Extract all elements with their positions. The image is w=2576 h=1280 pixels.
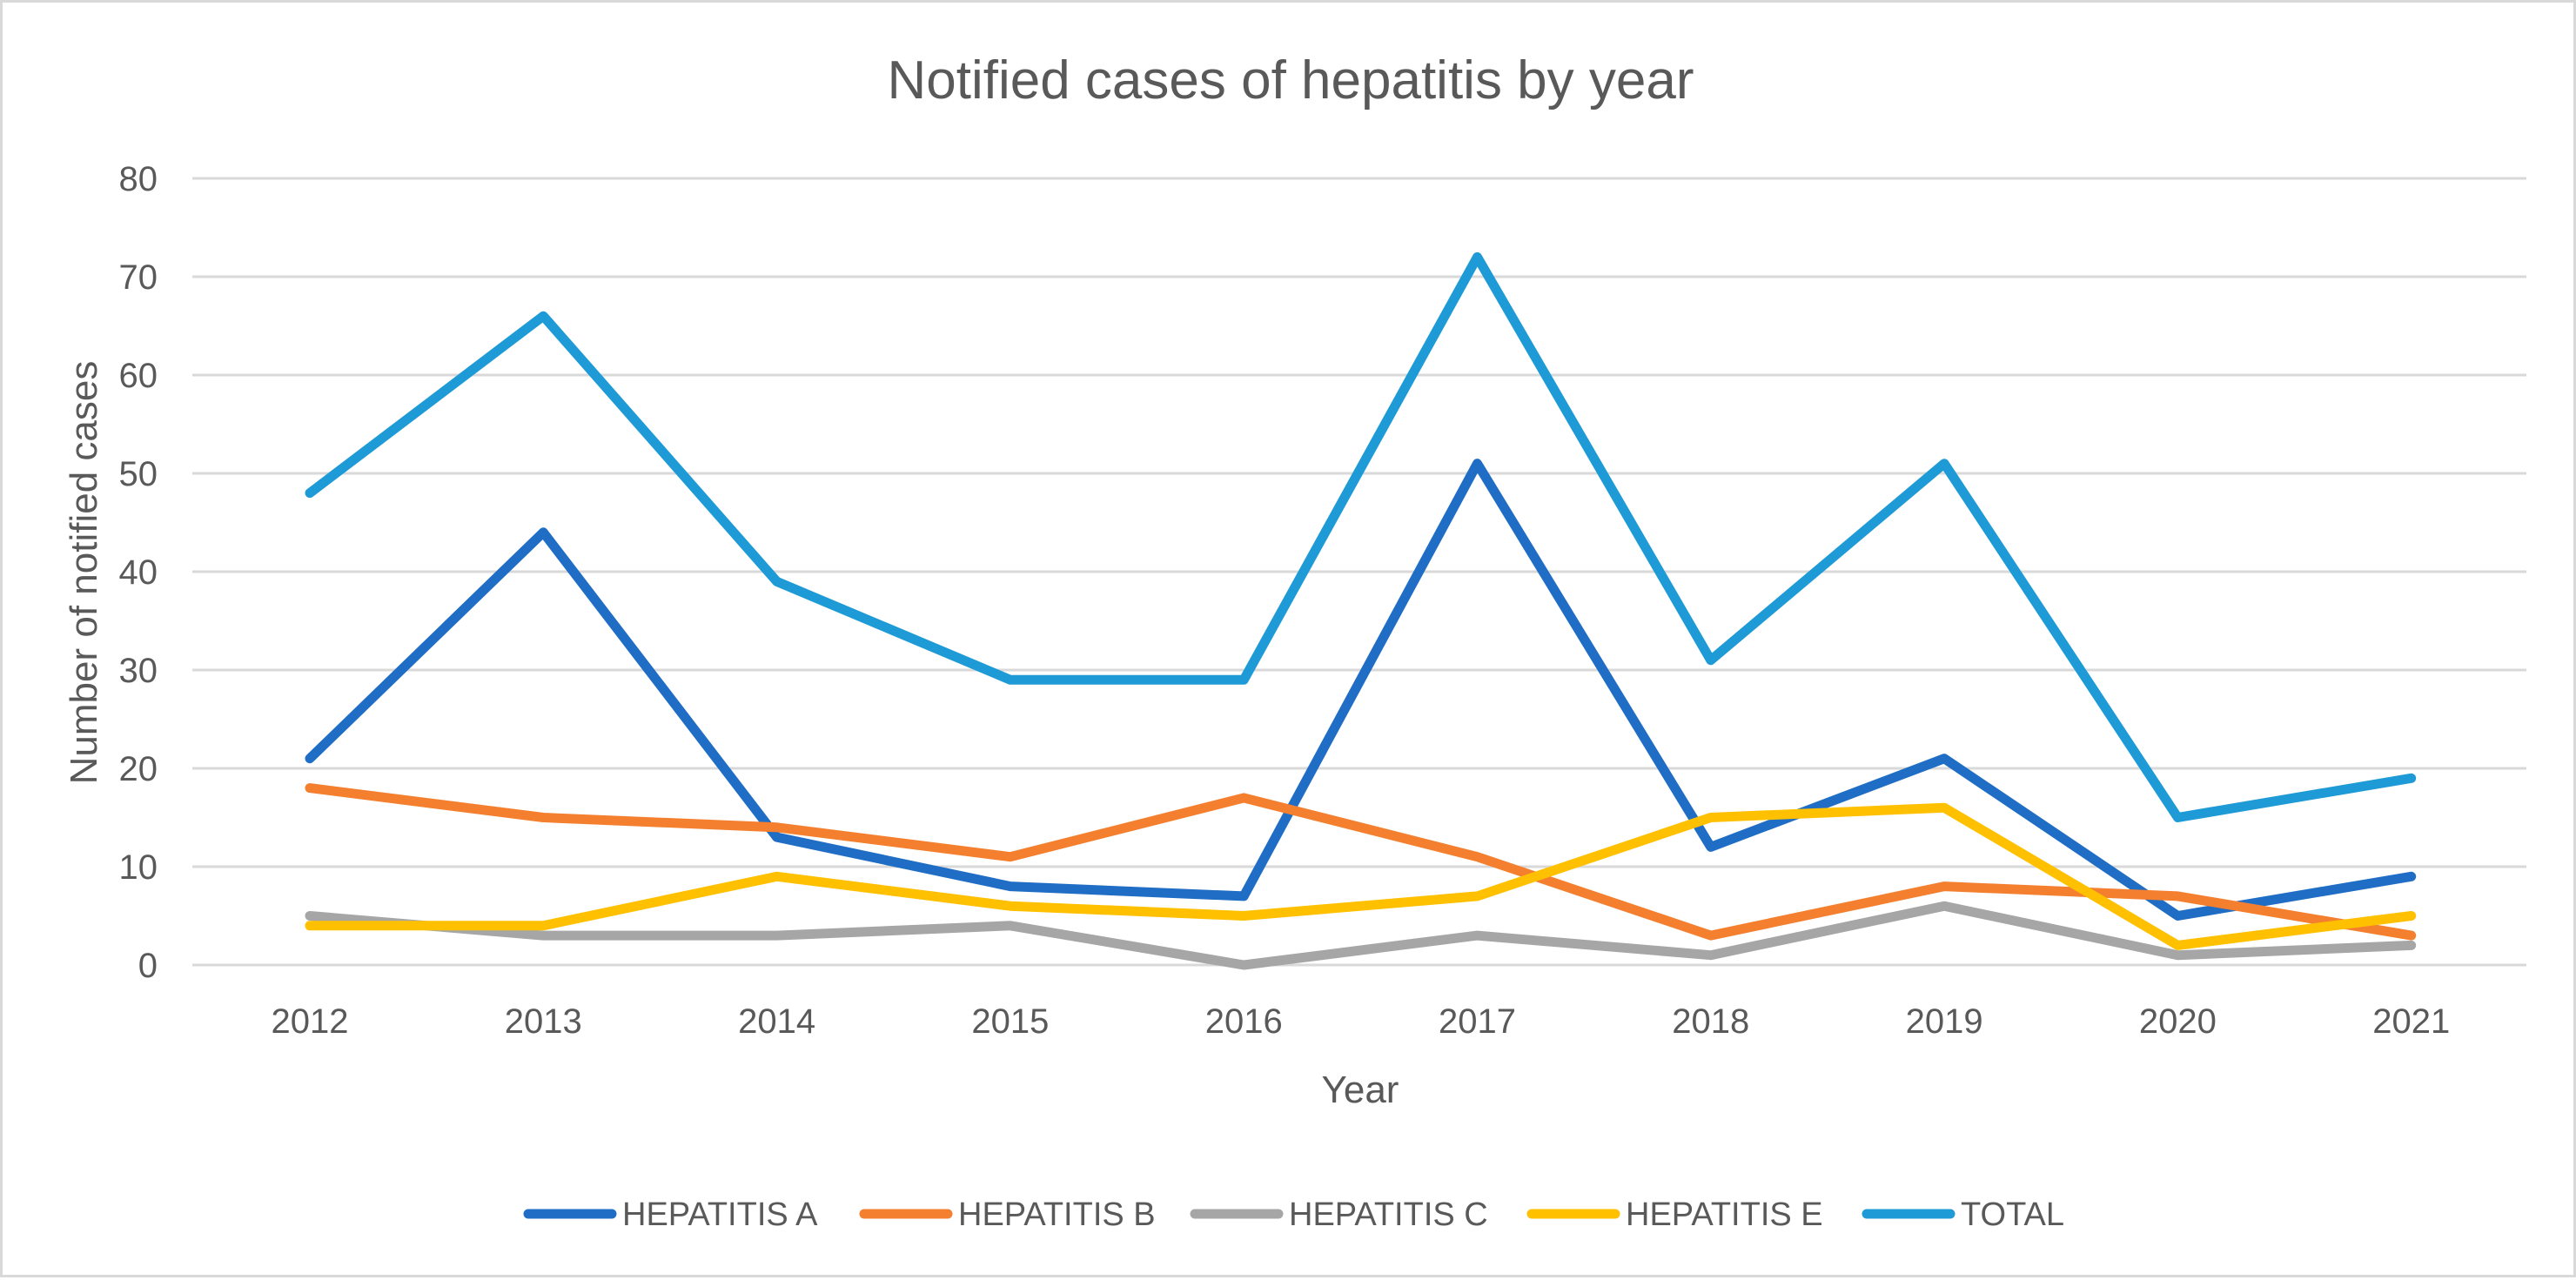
legend-label-hepatitis-c: HEPATITIS C: [1289, 1196, 1488, 1233]
x-tick-label: 2018: [1672, 1002, 1749, 1041]
y-tick-label: 70: [119, 258, 158, 297]
x-tick-label: 2019: [1906, 1002, 1983, 1041]
series-line-hepatitis-a: [305, 459, 2417, 921]
legend-label-hepatitis-b: HEPATITIS B: [958, 1196, 1156, 1233]
x-axis-title: Year: [1322, 1069, 1399, 1111]
y-axis-title: Number of notified cases: [63, 361, 105, 785]
y-tick-label: 0: [138, 947, 158, 985]
x-tick-label: 2021: [2372, 1002, 2450, 1041]
x-tick-label: 2020: [2139, 1002, 2217, 1041]
x-tick-label: 2014: [738, 1002, 815, 1041]
legend-label-total: TOTAL: [1961, 1196, 2064, 1233]
x-tick-label: 2015: [971, 1002, 1049, 1041]
x-tick-label: 2016: [1205, 1002, 1283, 1041]
legend-label-hepatitis-e: HEPATITIS E: [1626, 1196, 1823, 1233]
series-line-hepatitis-c: [305, 901, 2417, 970]
y-tick-label: 20: [119, 750, 158, 788]
series-line-hepatitis-b: [305, 783, 2417, 941]
series-lines: [305, 251, 2417, 970]
x-axis-ticks: 2012 2013 2014 2015 2016 2017 2018 2019 2020 2021: [272, 1002, 2451, 1041]
y-axis-ticks: 0 10 20 30 40 50 60 70 80: [119, 160, 158, 985]
y-tick-label: 80: [119, 160, 158, 198]
y-tick-label: 60: [119, 357, 158, 395]
legend-label-hepatitis-a: HEPATITIS A: [622, 1196, 818, 1233]
line-chart: Notified cases of hepatitis by year 0 10 2…: [63, 50, 2526, 1233]
y-tick-label: 50: [119, 455, 158, 493]
y-tick-label: 40: [119, 553, 158, 592]
series-line-hepatitis-e: [305, 802, 2417, 950]
series-line-total: [305, 251, 2417, 822]
x-tick-label: 2012: [272, 1002, 349, 1041]
legend: HEPATITIS A HEPATITIS B HEPATITIS C HEPATIT…: [523, 1196, 2064, 1233]
y-tick-label: 30: [119, 652, 158, 690]
x-tick-label: 2013: [505, 1002, 582, 1041]
y-tick-label: 10: [119, 848, 158, 887]
chart-title: Notified cases of hepatitis by year: [887, 50, 1694, 111]
x-tick-label: 2017: [1439, 1002, 1516, 1041]
gridlines: [192, 177, 2526, 967]
